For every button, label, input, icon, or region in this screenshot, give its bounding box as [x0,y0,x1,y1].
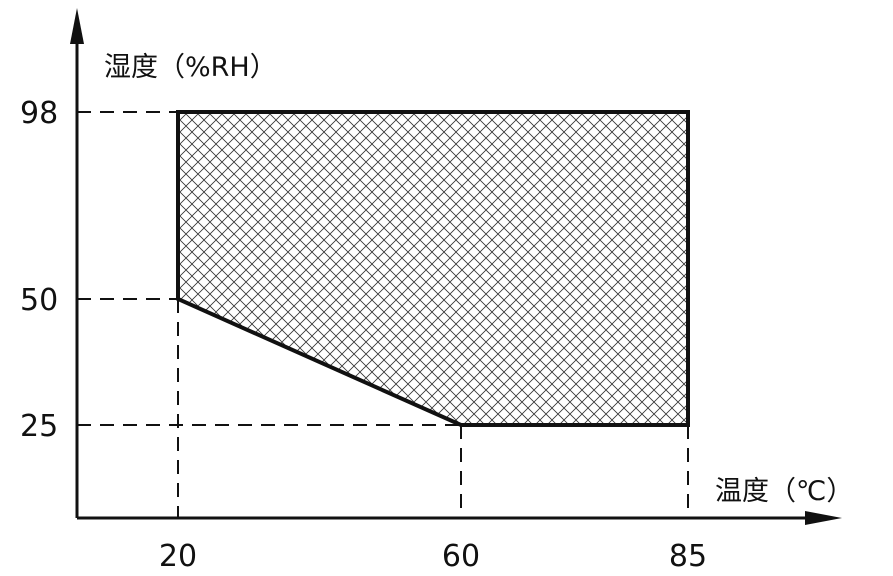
region-hatch [178,112,688,425]
region-outline [176,110,690,427]
axes [70,8,842,525]
x-tick-label: 60 [442,539,480,574]
operating-region [176,110,690,427]
x-axis-label: 温度（℃） [715,476,853,507]
y-tick-label: 98 [20,96,58,131]
x-tick-label: 20 [159,539,197,574]
y-tick-label: 50 [20,283,58,318]
y-axis-label: 湿度（%RH） [104,52,277,83]
x-axis-arrow-icon [805,511,842,525]
dashed-guides [77,111,689,518]
y-tick-label: 25 [20,409,58,444]
x-tick-label: 85 [669,539,707,574]
y-axis-arrow-icon [70,8,84,44]
